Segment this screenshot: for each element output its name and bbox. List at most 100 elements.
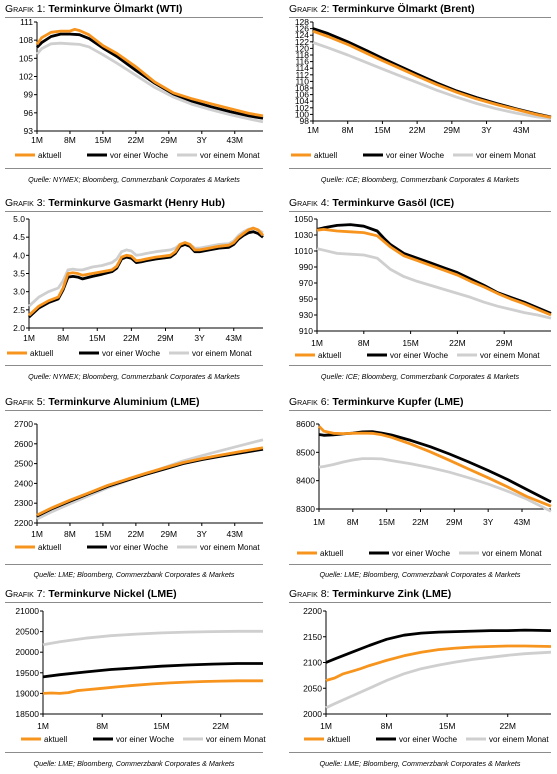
x-tick-label: 15M [439,721,456,731]
chart-number: Grafik 2: [289,3,330,15]
chart-source: Quelle: NYMEX; Bloomberg, Commerzbank Co… [28,372,240,381]
series-line-aktuell [312,29,552,119]
chart-title-text: Terminkurve Zink (LME) [332,588,452,600]
y-tick-label: 111 [20,17,33,27]
x-tick-label: 1M [31,529,43,539]
x-tick-label: 43M [225,333,242,343]
series-line-aktuell [316,228,552,317]
y-tick-label: 102 [295,103,309,113]
y-tick-label: 19000 [15,688,39,698]
series-line-aktuell [318,425,552,508]
title-divider [289,602,551,603]
x-tick-label: 29M [444,125,461,135]
y-tick-label: 105 [19,53,33,63]
y-tick-label: 950 [299,294,313,304]
chart-number: Grafik 8: [289,588,330,600]
y-tick-label: 930 [299,310,313,320]
x-tick-label: 8M [358,338,370,348]
chart-source: Quelle: ICE; Bloomberg, Commerzbank Corp… [320,175,520,184]
chart-panel-1: Grafik 1: Terminkurve Ölmarkt (WTI) Quell… [5,3,264,189]
x-tick-label: 15M [95,529,112,539]
y-tick-label: 126 [295,24,309,34]
source-divider [5,365,263,366]
y-tick-label: 108 [19,35,33,45]
chart-svg: 9810010210410610811011211411611812012212… [291,17,552,160]
title-divider [5,410,263,411]
legend-label: vor einem Monat [480,351,540,360]
y-tick-label: 910 [299,326,313,336]
series-line-vor-einer-woche [28,230,264,319]
chart-source: Quelle: LME; Bloomberg, Commerzbank Corp… [319,570,521,579]
legend-label: vor einer Woche [390,351,449,360]
series-line-vor-einer-woche [42,662,263,679]
y-tick-label: 104 [295,96,309,106]
x-tick-label: 22M [409,125,426,135]
chart-panel-7: Grafik 7: Terminkurve Nickel (LME) Quelle… [5,588,266,774]
chart-number: Grafik 4: [289,197,330,209]
chart-title: Grafik 3: Terminkurve Gasmarkt (Henry Hu… [5,197,225,209]
chart-title-text: Terminkurve Aluminium (LME) [48,396,200,408]
chart-title: Grafik 8: Terminkurve Zink (LME) [289,588,451,600]
y-tick-label: 3.0 [13,287,25,297]
legend-label: vor einer Woche [116,735,175,744]
legend-label: vor einer Woche [392,549,451,558]
legend-label: aktuell [44,735,67,744]
x-tick-label: 8M [64,135,76,145]
chart-number: Grafik 5: [5,396,46,408]
x-tick-label: 15M [89,333,106,343]
x-tick-label: 43M [514,517,531,527]
y-tick-label: 96 [24,108,34,118]
series-line-aktuell [36,446,264,517]
chart-number: Grafik 7: [5,588,46,600]
chart-panel-3: Grafik 3: Terminkurve Gasmarkt (Henry Hu… [5,197,265,383]
y-tick-label: 2200 [14,518,33,528]
chart-title-text: Terminkurve Nickel (LME) [48,588,177,600]
chart-svg: 910 930 950 970 990 1010 1030 1050 1M 8M 15M 22M 29M… [294,214,552,360]
legend-label: vor einem Monat [200,151,260,160]
source-divider [289,168,551,169]
x-tick-label: 43M [513,125,530,135]
legend-label: vor einer Woche [102,349,161,358]
chart-panel-4: Grafik 4: Terminkurve Gasöl (ICE) Quelle:… [289,197,552,383]
chart-panel-2: Grafik 2: Terminkurve Ölmarkt (Brent) Que… [289,3,552,189]
chart-title: Grafik 6: Terminkurve Kupfer (LME) [289,396,463,408]
legend-label: aktuell [318,351,341,360]
chart-source: Quelle: LME; Bloomberg, Commerzbank Corp… [33,759,235,768]
series-line-vor-einer-woche [36,447,264,518]
chart-svg: 93 96 99 102 105 108 111 1M 8M 15M 22M 29M 3Y 43M aktu… [15,17,264,160]
y-tick-label: 114 [295,63,309,73]
chart-source: Quelle: LME; Bloomberg, Commerzbank Corp… [33,570,235,579]
y-tick-label: 2.5 [13,305,25,315]
chart-title: Grafik 7: Terminkurve Nickel (LME) [5,588,177,600]
chart-title-text: Terminkurve Ölmarkt (WTI) [48,3,183,15]
chart-title: Grafik 5: Terminkurve Aluminium (LME) [5,396,200,408]
y-tick-label: 4.5 [13,232,25,242]
y-tick-label: 2500 [14,459,33,469]
chart-source: Quelle: ICE; Bloomberg, Commerzbank Corp… [320,372,520,381]
x-tick-label: 29M [161,529,178,539]
x-tick-label: 3Y [194,333,205,343]
legend-label: aktuell [38,543,61,552]
y-tick-label: 2150 [303,632,322,642]
chart-svg: 2000 2050 2100 2150 2200 1M 8M 15M 22M aktuell vor… [303,606,552,744]
chart-svg: 2200 2300 2400 2500 2600 2700 1M 8M 15M 22M 29M 3Y 4… [14,419,264,552]
series-line-aktuell [28,226,265,317]
x-tick-label: 22M [128,135,145,145]
y-tick-label: 970 [299,278,313,288]
series-line-vor-einem-monat [28,226,264,308]
y-tick-label: 108 [295,83,309,93]
x-tick-label: 3Y [481,125,492,135]
legend-label: vor einem Monat [200,543,260,552]
y-tick-label: 124 [295,30,309,40]
chart-number: Grafik 1: [5,3,46,15]
x-tick-label: 8M [342,125,354,135]
y-tick-label: 2050 [303,683,322,693]
x-tick-label: 1M [320,721,332,731]
legend-label: vor einem Monat [476,151,536,160]
y-tick-label: 98 [300,116,310,126]
legend-label: aktuell [38,151,61,160]
source-divider [5,564,263,565]
legend-label: vor einem Monat [192,349,252,358]
x-tick-label: 29M [161,135,178,145]
x-tick-label: 22M [123,333,140,343]
